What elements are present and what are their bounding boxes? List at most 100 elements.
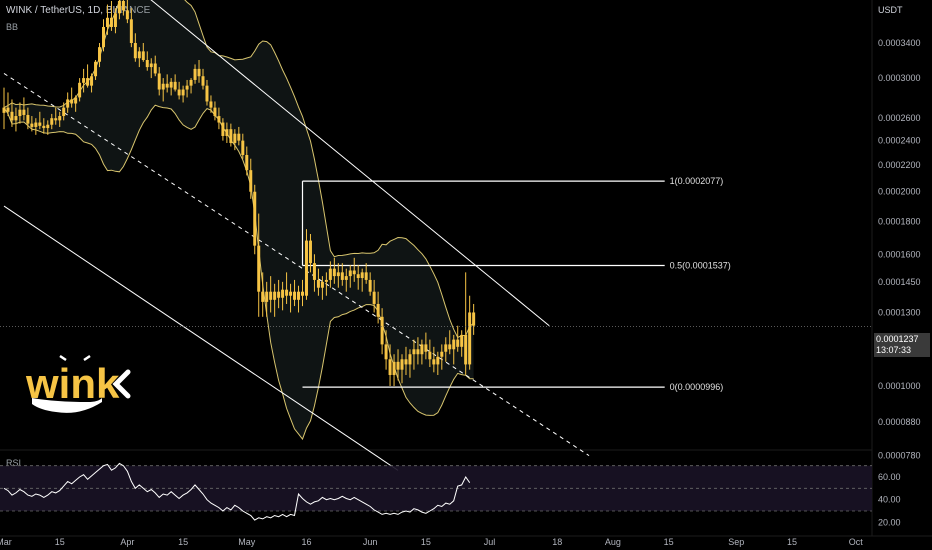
candle[interactable] bbox=[472, 303, 476, 335]
candle[interactable] bbox=[70, 87, 74, 108]
candle[interactable] bbox=[157, 67, 161, 96]
candle[interactable] bbox=[384, 330, 388, 370]
candle[interactable] bbox=[328, 261, 332, 288]
candle[interactable] bbox=[189, 78, 193, 94]
candle[interactable] bbox=[149, 58, 153, 79]
candle[interactable] bbox=[102, 19, 105, 52]
candle[interactable] bbox=[376, 291, 380, 324]
candle[interactable] bbox=[281, 281, 285, 311]
candle[interactable] bbox=[233, 129, 237, 151]
candle[interactable] bbox=[293, 279, 297, 307]
candle[interactable] bbox=[153, 55, 157, 77]
candle[interactable] bbox=[46, 120, 50, 135]
candle[interactable] bbox=[340, 263, 344, 286]
candle[interactable] bbox=[261, 272, 265, 317]
candle[interactable] bbox=[241, 133, 245, 159]
candle[interactable] bbox=[289, 283, 293, 313]
candle[interactable] bbox=[372, 279, 376, 313]
candle[interactable] bbox=[161, 78, 165, 102]
candle[interactable] bbox=[308, 233, 312, 273]
candle[interactable] bbox=[10, 99, 14, 127]
candle[interactable] bbox=[225, 122, 229, 143]
candle[interactable] bbox=[50, 113, 54, 130]
candle[interactable] bbox=[336, 263, 340, 288]
candle[interactable] bbox=[42, 118, 46, 134]
candle[interactable] bbox=[217, 107, 221, 130]
rsi-line[interactable] bbox=[3, 462, 471, 521]
candle[interactable] bbox=[428, 339, 432, 368]
candle[interactable] bbox=[22, 97, 26, 121]
candle[interactable] bbox=[444, 337, 448, 362]
candle[interactable] bbox=[117, 0, 121, 20]
candle[interactable] bbox=[209, 95, 213, 113]
candle[interactable] bbox=[352, 257, 356, 282]
candle[interactable] bbox=[404, 346, 408, 376]
candle[interactable] bbox=[169, 78, 173, 96]
candle[interactable] bbox=[297, 285, 301, 313]
candle[interactable] bbox=[368, 272, 372, 296]
candle[interactable] bbox=[105, 4, 109, 35]
candle[interactable] bbox=[364, 263, 368, 284]
candle[interactable] bbox=[285, 272, 289, 304]
candle[interactable] bbox=[253, 184, 257, 255]
candle[interactable] bbox=[245, 146, 249, 176]
candle[interactable] bbox=[6, 92, 10, 117]
candle[interactable] bbox=[121, 0, 125, 16]
candle[interactable] bbox=[30, 116, 34, 132]
candle[interactable] bbox=[440, 344, 444, 370]
candle[interactable] bbox=[265, 281, 269, 317]
candle[interactable] bbox=[94, 59, 98, 80]
candle[interactable] bbox=[109, 0, 113, 31]
candle[interactable] bbox=[392, 354, 396, 386]
candle[interactable] bbox=[396, 349, 400, 381]
candle[interactable] bbox=[90, 73, 94, 93]
candle[interactable] bbox=[181, 85, 185, 103]
candle[interactable] bbox=[277, 279, 281, 309]
candle[interactable] bbox=[177, 81, 181, 100]
candle[interactable] bbox=[312, 254, 316, 292]
candle[interactable] bbox=[205, 79, 209, 106]
candle[interactable] bbox=[14, 107, 18, 132]
candle[interactable] bbox=[257, 213, 261, 317]
candle[interactable] bbox=[416, 337, 420, 365]
candle[interactable] bbox=[456, 325, 460, 352]
candle[interactable] bbox=[332, 257, 336, 284]
candle[interactable] bbox=[137, 47, 141, 68]
rsi-label[interactable]: RSI bbox=[6, 458, 22, 468]
candle[interactable] bbox=[408, 349, 412, 378]
candle[interactable] bbox=[432, 346, 436, 373]
candle[interactable] bbox=[388, 344, 392, 386]
candle[interactable] bbox=[197, 59, 201, 83]
candle[interactable] bbox=[66, 92, 70, 113]
candle[interactable] bbox=[173, 74, 177, 92]
candle[interactable] bbox=[78, 78, 82, 102]
candle[interactable] bbox=[360, 268, 364, 292]
candle[interactable] bbox=[468, 295, 472, 370]
candle[interactable] bbox=[213, 101, 217, 121]
candle[interactable] bbox=[58, 111, 62, 127]
candle[interactable] bbox=[324, 272, 328, 296]
candle[interactable] bbox=[221, 118, 225, 141]
candle[interactable] bbox=[237, 126, 241, 146]
candle[interactable] bbox=[316, 268, 320, 296]
candle[interactable] bbox=[62, 102, 66, 121]
candle[interactable] bbox=[460, 330, 464, 357]
candle[interactable] bbox=[273, 283, 277, 317]
candle[interactable] bbox=[424, 332, 428, 360]
candle[interactable] bbox=[2, 87, 6, 130]
candle[interactable] bbox=[229, 123, 233, 147]
candle[interactable] bbox=[380, 308, 384, 355]
candle[interactable] bbox=[201, 68, 205, 90]
candle[interactable] bbox=[113, 8, 117, 34]
candle[interactable] bbox=[193, 64, 197, 84]
channel-upper-line[interactable] bbox=[131, 0, 550, 327]
candle[interactable] bbox=[145, 51, 149, 71]
candle[interactable] bbox=[86, 64, 90, 88]
candle[interactable] bbox=[82, 68, 86, 93]
candle[interactable] bbox=[133, 33, 137, 62]
candle[interactable] bbox=[464, 272, 468, 376]
candle[interactable] bbox=[356, 264, 360, 290]
candle[interactable] bbox=[400, 354, 404, 384]
candle[interactable] bbox=[269, 276, 273, 313]
